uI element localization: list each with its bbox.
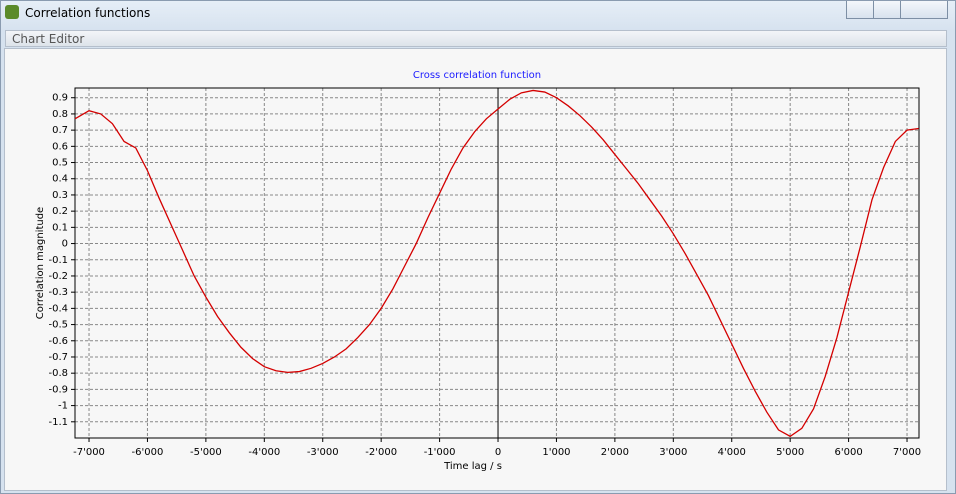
y-tick-label: -0.5 <box>48 320 68 331</box>
x-tick-label: 6'000 <box>834 447 862 458</box>
x-tick-label: 4'000 <box>718 447 746 458</box>
y-tick-label: 0.7 <box>52 125 68 136</box>
y-tick-label: -1 <box>58 401 68 412</box>
x-tick-label: 1'000 <box>542 447 570 458</box>
y-tick-label: 0.4 <box>52 174 68 185</box>
x-tick-label: -4'000 <box>248 447 280 458</box>
x-tick-label: -2'000 <box>365 447 397 458</box>
y-tick-label: -0.7 <box>48 352 68 363</box>
y-tick-label: -1.1 <box>48 417 68 428</box>
x-tick-label: -3'000 <box>307 447 339 458</box>
chart: Cross correlation function Time lag / s … <box>4 48 947 491</box>
y-tick-label: -0.6 <box>48 336 68 347</box>
plot-frame <box>74 87 920 439</box>
x-tick-label: -7'000 <box>73 447 105 458</box>
x-tick-label: 2'000 <box>601 447 629 458</box>
y-tick-label: 0.9 <box>52 93 68 104</box>
toolbar[interactable]: Chart Editor <box>5 30 947 47</box>
y-tick-label: 0 <box>62 239 68 250</box>
x-tick-label: 5'000 <box>776 447 804 458</box>
minimize-button[interactable] <box>846 1 874 19</box>
y-tick-label: -0.4 <box>48 303 68 314</box>
x-tick-label: -6'000 <box>132 447 164 458</box>
y-tick-label: -0.3 <box>48 287 68 298</box>
x-tick-label: -1'000 <box>424 447 456 458</box>
y-tick-label: -0.8 <box>48 368 68 379</box>
x-axis-label: Time lag / s <box>443 461 502 472</box>
y-tick-label: 0.6 <box>52 141 68 152</box>
plot-area <box>75 88 919 438</box>
app-icon <box>5 5 19 19</box>
y-tick-label: 0.1 <box>52 222 68 233</box>
x-tick-label: 0 <box>495 447 501 458</box>
close-button[interactable] <box>900 1 948 19</box>
x-tick-label: 3'000 <box>659 447 687 458</box>
y-axis-label: Correlation magnitude <box>35 207 46 319</box>
maximize-button[interactable] <box>873 1 901 19</box>
x-tick-label: -5'000 <box>190 447 222 458</box>
x-tick-label: 7'000 <box>893 447 921 458</box>
y-tick-label: -0.1 <box>48 255 68 266</box>
y-tick-label: -0.2 <box>48 271 68 282</box>
window-title: Correlation functions <box>25 6 151 20</box>
y-tick-label: 0.8 <box>52 109 68 120</box>
y-tick-label: -0.9 <box>48 384 68 395</box>
chart-title: Cross correlation function <box>413 70 541 81</box>
data-line <box>74 89 919 438</box>
y-tick-label: 0.3 <box>52 190 68 201</box>
y-tick-label: 0.5 <box>52 158 68 169</box>
y-tick-label: 0.2 <box>52 206 68 217</box>
